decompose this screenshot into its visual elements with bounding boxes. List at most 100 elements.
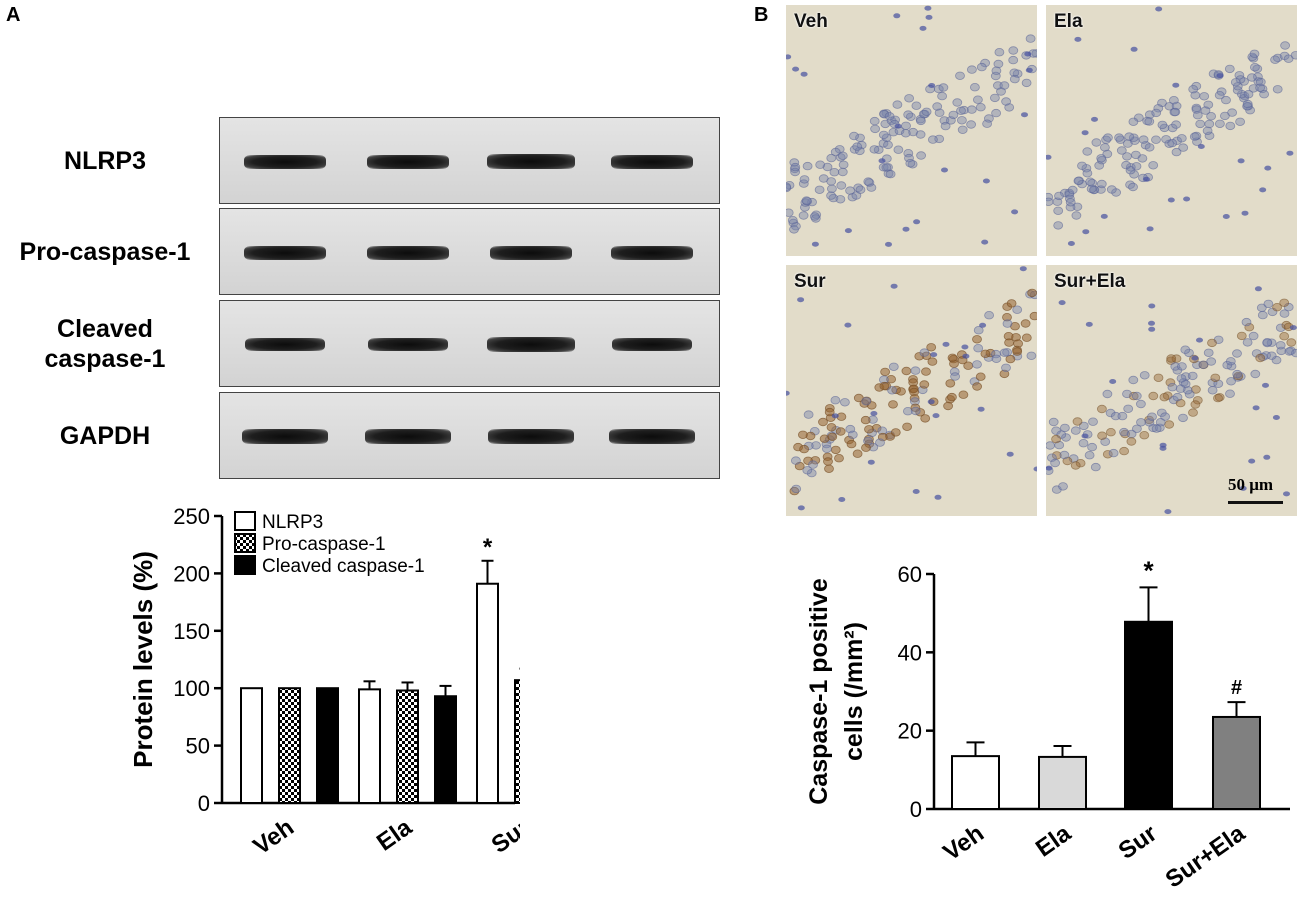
cell	[973, 343, 984, 353]
cell	[1096, 154, 1107, 163]
cell	[1136, 399, 1146, 409]
x-tick-label: Ela	[372, 813, 418, 856]
cell	[916, 151, 927, 160]
cell	[836, 181, 847, 190]
cell	[1002, 313, 1012, 322]
cell	[1202, 126, 1213, 135]
cell	[1121, 160, 1131, 170]
cell	[903, 406, 913, 416]
glial-nucleus	[1067, 241, 1075, 246]
glial-nucleus	[870, 411, 878, 416]
cell	[1286, 338, 1297, 347]
cell	[887, 386, 897, 395]
cell	[809, 212, 820, 221]
cell	[1151, 108, 1162, 118]
x-tick-label: Ela	[1031, 819, 1077, 862]
cell	[1175, 384, 1186, 393]
cell	[896, 387, 906, 396]
cell	[1213, 393, 1223, 403]
cell	[958, 390, 969, 399]
cell	[1172, 392, 1183, 402]
cell	[798, 211, 809, 220]
cell	[1225, 389, 1235, 398]
cell	[1151, 135, 1161, 144]
micrograph: Sur+Ela 50 μm	[1046, 265, 1297, 516]
cell	[798, 179, 809, 188]
cell	[1157, 120, 1168, 130]
glial-nucleus	[930, 352, 938, 358]
cell	[1027, 288, 1037, 298]
blot-row-label: GAPDH	[0, 421, 210, 451]
cell	[1136, 418, 1146, 427]
glial-nucleus	[1254, 286, 1262, 292]
y-tick-label: 60	[898, 562, 922, 587]
cell	[1210, 373, 1221, 382]
cell	[1096, 179, 1107, 189]
blot-band	[488, 429, 574, 444]
cell	[814, 185, 825, 194]
cell	[849, 131, 859, 141]
bar	[1038, 755, 1087, 811]
panel-b-letter: B	[754, 4, 769, 26]
glial-nucleus	[893, 13, 901, 19]
blot-band	[367, 245, 449, 260]
cell	[1178, 413, 1188, 423]
cell	[1077, 161, 1087, 170]
cell	[1056, 430, 1067, 439]
glial-nucleus	[786, 390, 790, 396]
cell	[1138, 135, 1149, 144]
cell	[952, 98, 963, 107]
cell	[1226, 377, 1237, 386]
cell	[1235, 117, 1246, 126]
cell	[838, 160, 849, 169]
cell	[883, 140, 893, 150]
cell	[1291, 348, 1297, 358]
cell	[1116, 146, 1127, 155]
scale-bar-label: 50 μm	[1228, 475, 1274, 494]
cell	[975, 102, 986, 112]
cell	[1131, 391, 1142, 401]
cell	[1144, 143, 1155, 152]
glial-nucleus	[912, 489, 920, 494]
cell	[972, 382, 983, 391]
blot-strip	[219, 300, 720, 387]
glial-nucleus	[941, 167, 948, 173]
blot-band	[365, 429, 451, 444]
cell	[1082, 147, 1093, 156]
y-tick-label: 250	[173, 504, 210, 529]
cell	[1257, 310, 1268, 320]
glial-nucleus	[838, 497, 846, 502]
cell	[1002, 319, 1013, 328]
cell	[1279, 309, 1290, 318]
cell	[1219, 111, 1230, 121]
bar	[358, 688, 381, 805]
cell	[1084, 450, 1095, 460]
panel-a-letter: A	[6, 4, 21, 26]
cell	[1232, 369, 1243, 379]
cell	[911, 101, 922, 110]
cell	[1059, 423, 1070, 433]
cell	[878, 130, 889, 140]
cell	[945, 379, 956, 388]
glial-nucleus	[1146, 226, 1154, 232]
cell	[1159, 392, 1170, 402]
glial-nucleus	[1148, 320, 1155, 326]
cell	[1072, 417, 1083, 426]
glial-nucleus	[1167, 197, 1175, 203]
blot-band	[609, 429, 695, 444]
caspase1-positive-chart: 0 20 40 60 Caspase-1 positive cells (/mm²) * # V…	[805, 555, 1290, 894]
cell	[972, 360, 982, 369]
cell	[1100, 143, 1110, 152]
cell	[1280, 41, 1291, 50]
glial-nucleus	[844, 322, 852, 328]
cell	[1128, 182, 1138, 192]
glial-nucleus	[1019, 266, 1027, 272]
blot-row-label-line: Cleaved	[57, 314, 153, 343]
glial-nucleus	[1283, 491, 1290, 497]
cell	[927, 135, 938, 144]
cell	[1207, 338, 1217, 348]
cell	[948, 110, 959, 120]
cell	[955, 71, 965, 80]
cell	[829, 167, 840, 177]
cell	[1266, 351, 1277, 360]
